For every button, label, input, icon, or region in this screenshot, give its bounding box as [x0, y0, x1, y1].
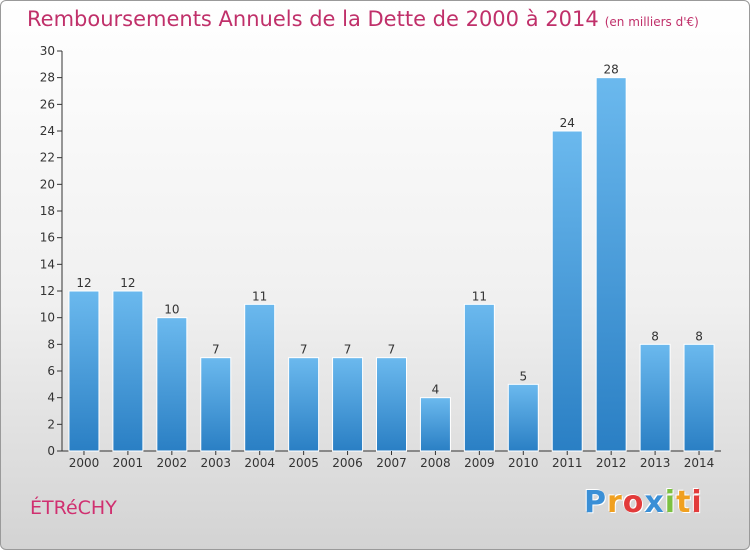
x-tick-label: 2006 [332, 456, 363, 470]
bar-value-label: 12 [76, 276, 91, 290]
bar-value-label: 7 [212, 343, 220, 357]
bar-value-label: 7 [388, 343, 396, 357]
logo-letter: r [607, 485, 623, 520]
chart-title: Remboursements Annuels de la Dette de 20… [27, 7, 699, 31]
logo-letter: i [691, 485, 703, 520]
chart-title-text: Remboursements Annuels de la Dette de 20… [27, 7, 599, 31]
bar-value-label: 8 [695, 329, 703, 343]
bar [112, 290, 144, 452]
y-tick-label: 26 [40, 97, 55, 111]
bar-value-label: 4 [432, 383, 440, 397]
bar [507, 383, 539, 452]
y-tick-label: 14 [40, 257, 55, 271]
y-tick-label: 16 [40, 231, 55, 245]
y-tick-label: 2 [47, 417, 55, 431]
bar [595, 77, 627, 452]
y-tick-label: 18 [40, 204, 55, 218]
bar-value-label: 7 [300, 343, 308, 357]
bar [683, 343, 715, 452]
bar [68, 290, 100, 452]
bar [288, 357, 320, 452]
y-tick-label: 12 [40, 284, 55, 298]
bar-value-label: 11 [252, 289, 267, 303]
logo-letter: P [584, 485, 607, 520]
y-tick-label: 28 [40, 71, 55, 85]
logo-letter: i [664, 485, 677, 520]
bar [376, 357, 407, 452]
y-tick-label: 6 [47, 364, 55, 378]
y-tick-label: 20 [40, 177, 55, 191]
bar [551, 130, 583, 452]
bar [156, 317, 188, 452]
commune-name: ÉTRéCHY [30, 497, 117, 519]
logo-letter: x [644, 485, 665, 520]
proxiti-logo: Proxiti [584, 485, 703, 520]
bar-value-label: 7 [344, 343, 352, 357]
x-tick-label: 2009 [464, 456, 495, 470]
bar [244, 303, 276, 452]
y-tick-label: 22 [40, 151, 55, 165]
x-tick-label: 2002 [157, 456, 188, 470]
logo-letter: t [676, 485, 692, 520]
bar-value-label: 12 [120, 276, 135, 290]
bar [463, 303, 495, 452]
x-tick-label: 2014 [684, 456, 715, 470]
x-tick-label: 2011 [552, 456, 583, 470]
x-tick-label: 2003 [200, 456, 231, 470]
bar-value-label: 8 [651, 329, 659, 343]
x-tick-label: 2001 [113, 456, 144, 470]
bar-value-label: 28 [604, 63, 619, 77]
x-tick-label: 2012 [596, 456, 627, 470]
x-tick-label: 2005 [288, 456, 319, 470]
y-tick-label: 10 [40, 311, 55, 325]
x-tick-label: 2000 [69, 456, 100, 470]
x-tick-label: 2013 [640, 456, 671, 470]
bar [332, 357, 364, 452]
logo-letter: o [622, 485, 645, 520]
y-tick-label: 4 [47, 391, 55, 405]
bar [200, 357, 232, 452]
chart-unit-label: (en milliers d'€) [604, 15, 699, 29]
bar-value-label: 24 [560, 116, 575, 130]
bar [639, 343, 671, 452]
x-tick-label: 2004 [244, 456, 275, 470]
bar-value-label: 5 [519, 369, 527, 383]
y-tick-label: 30 [40, 44, 55, 58]
y-tick-label: 0 [47, 444, 55, 458]
x-tick-label: 2010 [508, 456, 539, 470]
y-tick-label: 8 [47, 337, 55, 351]
bar [419, 397, 451, 452]
bar-value-label: 10 [164, 303, 179, 317]
bar-value-label: 11 [472, 289, 487, 303]
x-tick-label: 2008 [420, 456, 451, 470]
x-tick-label: 2007 [376, 456, 407, 470]
y-tick-label: 24 [40, 124, 55, 138]
